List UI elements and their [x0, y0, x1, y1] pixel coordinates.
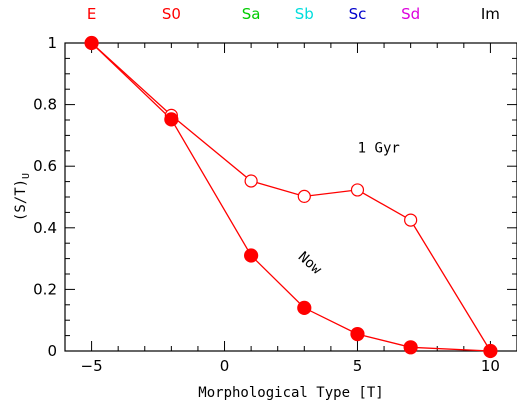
y-axis-label-main: (S/T): [13, 179, 29, 221]
y-tick-label: 0.2: [33, 280, 57, 298]
y-axis-label-subscript: U: [21, 173, 32, 179]
y-tick-label: 0.4: [33, 219, 57, 237]
data-point-filled: [164, 112, 179, 127]
y-tick-label: 0: [47, 342, 57, 360]
axis-ticks: [64, 42, 517, 352]
series-line: [91, 42, 491, 352]
type-label: Sc: [349, 5, 367, 23]
series-annotation: 1 Gyr: [358, 140, 400, 156]
data-point-filled: [244, 248, 259, 263]
x-tick-label: 10: [481, 357, 500, 375]
x-tick-label: 0: [220, 357, 230, 375]
type-label: Im: [481, 5, 500, 23]
data-point-open: [404, 213, 418, 227]
series-line: [91, 42, 491, 352]
x-tick-label: 5: [353, 357, 363, 375]
annotations: 1 Gyr Now: [295, 140, 400, 278]
tick-labels: −5 0 5 10 0 0.2 0.4 0.6 0.8 1: [33, 34, 500, 375]
plot-frame: [64, 42, 517, 352]
type-label: Sb: [295, 5, 314, 23]
data-point-filled: [84, 35, 99, 51]
data-point-filled: [350, 326, 365, 342]
data-point-filled: [297, 300, 312, 315]
data-point-open: [297, 189, 311, 203]
x-tick-label: −5: [81, 357, 103, 375]
y-tick-label: 1: [47, 34, 57, 52]
series-markers: [84, 35, 498, 359]
y-axis-label: (S/T)U: [13, 173, 32, 221]
series-lines: [91, 42, 491, 352]
type-label: E: [87, 5, 96, 23]
y-tick-label: 0.8: [33, 96, 57, 114]
type-label: Sd: [401, 5, 420, 23]
morphological-type-labels: E S0 Sa Sb Sc Sd Im: [87, 5, 500, 23]
data-point-open: [350, 183, 365, 197]
y-tick-label: 0.6: [33, 157, 57, 175]
series-annotation: Now: [295, 249, 325, 278]
type-label: S0: [162, 5, 181, 23]
data-point-filled: [403, 340, 418, 355]
data-point-open: [244, 174, 258, 188]
data-point-filled: [483, 343, 498, 359]
x-axis-label: Morphological Type [T]: [198, 385, 383, 401]
svg-text:(S/T)U: (S/T)U: [13, 173, 32, 221]
type-label: Sa: [242, 5, 261, 23]
